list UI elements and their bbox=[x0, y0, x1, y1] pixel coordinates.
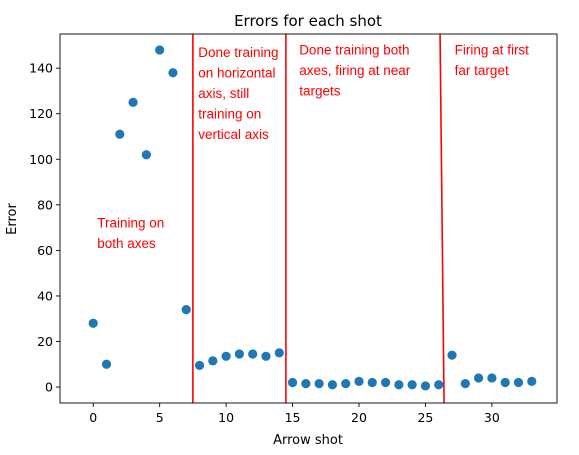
data-point bbox=[341, 379, 351, 389]
data-point bbox=[234, 349, 244, 359]
x-tick-label: 20 bbox=[351, 410, 367, 425]
y-tick-label: 60 bbox=[37, 243, 53, 258]
y-tick-label: 40 bbox=[37, 288, 53, 303]
data-point bbox=[221, 351, 231, 361]
data-point bbox=[500, 377, 510, 388]
data-point bbox=[248, 349, 258, 359]
data-point bbox=[447, 350, 457, 360]
data-point bbox=[88, 318, 98, 328]
annotation-text: Done training on horizontal axis, still tra… bbox=[198, 45, 278, 142]
data-point bbox=[473, 373, 484, 383]
data-point bbox=[168, 68, 178, 78]
data-point bbox=[380, 377, 391, 388]
x-axis-label: Arrow shot bbox=[273, 433, 343, 448]
data-point bbox=[101, 359, 112, 369]
data-point bbox=[460, 379, 470, 389]
data-point bbox=[155, 45, 165, 55]
annotation-text: Done training both axes, firing at near ta… bbox=[299, 43, 411, 99]
data-point bbox=[141, 150, 151, 160]
y-tick-label: 20 bbox=[37, 334, 53, 349]
y-tick-label: 80 bbox=[37, 197, 53, 212]
data-point bbox=[407, 380, 417, 390]
data-point bbox=[115, 129, 125, 139]
data-point bbox=[128, 97, 138, 107]
data-point bbox=[301, 379, 311, 389]
data-point bbox=[527, 376, 537, 386]
y-tick-label: 0 bbox=[45, 380, 53, 395]
phase-divider-line bbox=[439, 33, 445, 404]
data-point bbox=[274, 348, 284, 358]
y-axis-label: Error bbox=[5, 203, 20, 235]
plot-frame bbox=[59, 33, 558, 404]
data-point bbox=[487, 373, 497, 383]
data-point bbox=[434, 380, 444, 390]
x-tick-label: 10 bbox=[218, 410, 234, 425]
x-tick-label: 25 bbox=[417, 410, 433, 425]
data-point bbox=[314, 379, 324, 389]
data-point bbox=[394, 380, 404, 390]
chart-title: Errors for each shot bbox=[234, 12, 382, 30]
data-point bbox=[181, 305, 191, 315]
data-point bbox=[420, 381, 431, 391]
y-tick-label: 100 bbox=[29, 152, 53, 167]
x-tick-label: 5 bbox=[156, 410, 164, 425]
annotation-text: Training on both axes bbox=[97, 216, 164, 252]
y-tick-label: 120 bbox=[29, 106, 53, 121]
annotation-text: Firing at first far target bbox=[455, 43, 530, 79]
x-tick-label: 30 bbox=[484, 410, 500, 425]
y-tick-label: 140 bbox=[29, 61, 53, 76]
data-point bbox=[208, 356, 218, 366]
data-point bbox=[513, 377, 524, 388]
data-point bbox=[354, 376, 364, 386]
data-point bbox=[327, 380, 338, 390]
plot-area: Training on both axes Done training on hori… bbox=[88, 33, 537, 404]
x-tick-label: 0 bbox=[89, 410, 97, 425]
data-point bbox=[367, 377, 377, 388]
axes: 0 5 10 15 20 25 30 0 20 40 60 80 100 120 140 bbox=[29, 61, 500, 425]
data-point bbox=[287, 377, 298, 388]
data-point bbox=[261, 351, 271, 361]
x-tick-label: 15 bbox=[285, 410, 301, 425]
data-point bbox=[194, 360, 205, 371]
